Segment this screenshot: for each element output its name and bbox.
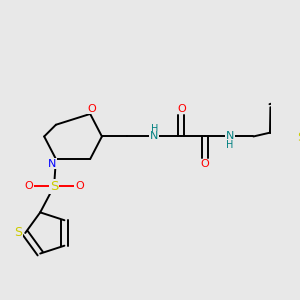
Text: O: O: [75, 181, 84, 191]
Text: S: S: [50, 180, 58, 193]
Text: S: S: [297, 131, 300, 144]
Text: O: O: [177, 103, 186, 113]
Text: H: H: [226, 140, 234, 150]
Text: O: O: [25, 181, 33, 191]
Text: N: N: [150, 131, 158, 142]
Text: N: N: [226, 131, 234, 142]
Text: N: N: [48, 158, 56, 169]
Text: S: S: [14, 226, 22, 239]
Text: H: H: [151, 124, 158, 134]
Text: O: O: [88, 103, 96, 113]
Text: O: O: [200, 159, 209, 170]
